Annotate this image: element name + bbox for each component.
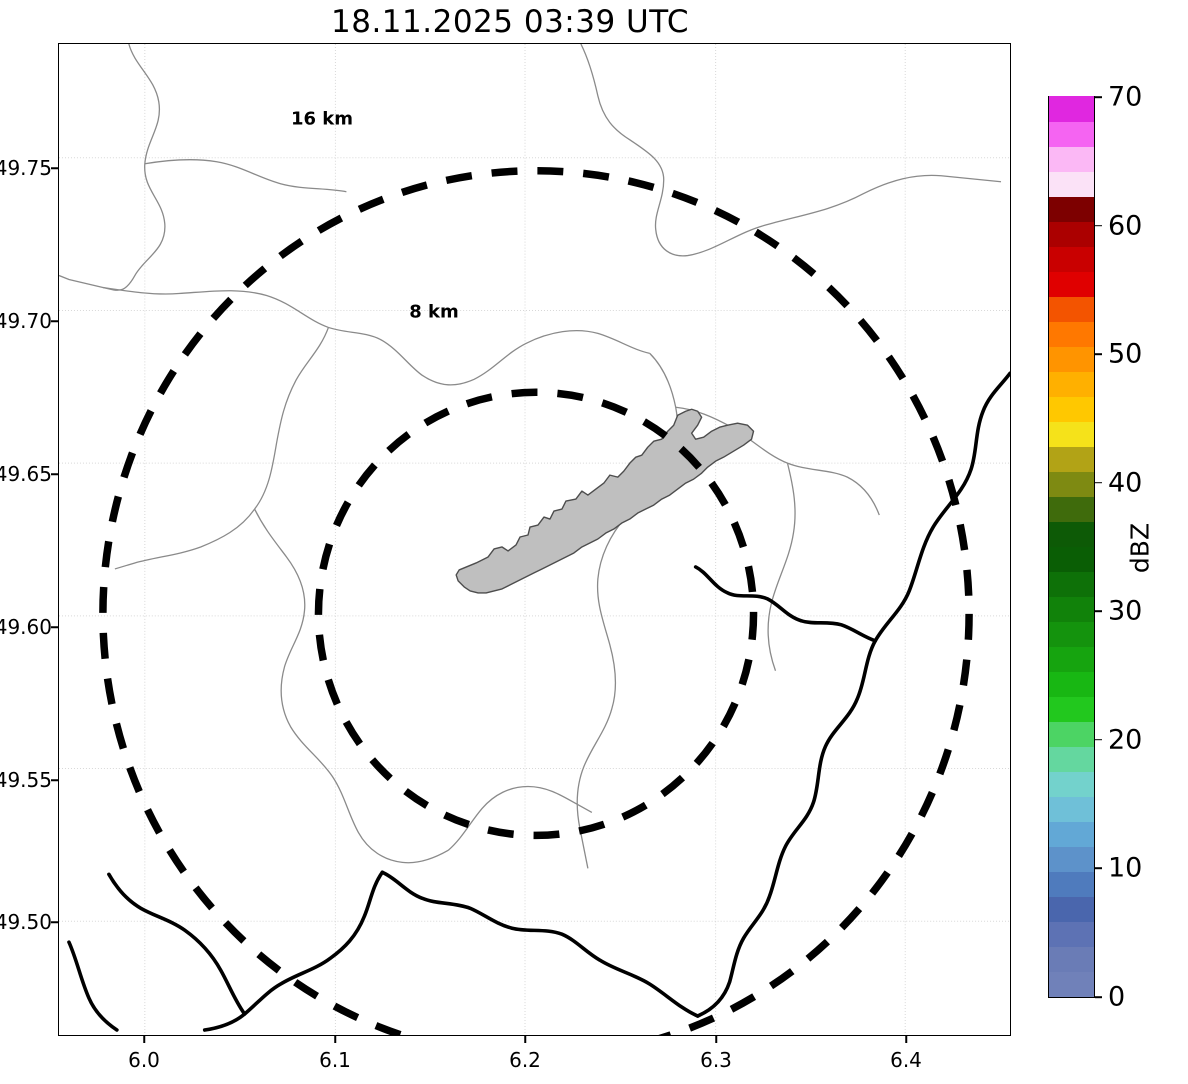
colorbar-band <box>1049 646 1094 672</box>
admin-boundaries <box>59 44 1002 869</box>
colorbar-band <box>1049 896 1094 922</box>
colorbar-tick-mark-0 <box>1095 996 1102 998</box>
colorbar-band <box>1049 396 1094 422</box>
colorbar-tick-mark-20 <box>1095 739 1102 741</box>
colorbar-band <box>1049 171 1094 197</box>
colorbar-tick-label-70: 70 <box>1108 81 1143 113</box>
colorbar-tick-mark-30 <box>1095 610 1102 613</box>
colorbar-band <box>1049 671 1094 697</box>
colorbar-band <box>1049 471 1094 497</box>
colorbar-axis-label: dBZ <box>1125 522 1155 574</box>
range-ring-8km <box>314 388 758 840</box>
colorbar-band <box>1049 546 1094 572</box>
y-tick-label-49.50: 49.50 <box>0 910 52 934</box>
colorbar-tick-mark-60 <box>1095 224 1102 227</box>
colorbar-band <box>1049 496 1094 522</box>
y-tick-label-49.60: 49.60 <box>0 615 52 639</box>
colorbar-tick-label-20: 20 <box>1108 724 1143 756</box>
colorbar-tick-mark-50 <box>1095 353 1102 355</box>
y-tick-mark-49.65 <box>51 473 58 475</box>
colorbar-band <box>1049 246 1094 272</box>
colorbar-band <box>1049 446 1094 472</box>
x-tick-mark-6.4 <box>905 1036 907 1043</box>
y-tick-mark-49.55 <box>51 779 58 781</box>
colorbar-band <box>1049 721 1094 747</box>
national-border <box>67 371 1010 1032</box>
range-ring-label-16km: 16 km <box>290 108 354 130</box>
colorbar-band <box>1049 271 1094 297</box>
gridlines <box>59 44 1010 1035</box>
map-axes[interactable]: 16 km 8 km <box>58 43 1011 1036</box>
x-tick-mark-6.0 <box>143 1036 145 1043</box>
colorbar-band <box>1049 621 1094 647</box>
colorbar-band <box>1049 971 1094 997</box>
colorbar-band <box>1049 696 1094 722</box>
range-ring-16km <box>99 167 973 1035</box>
x-tick-label-6.3: 6.3 <box>700 1048 732 1072</box>
colorbar-band <box>1049 771 1094 797</box>
y-tick-label-49.70: 49.70 <box>0 309 52 333</box>
x-tick-mark-6.1 <box>334 1036 336 1043</box>
y-tick-mark-49.60 <box>51 626 58 628</box>
figure-title: 18.11.2025 03:39 UTC <box>331 4 689 40</box>
colorbar-band <box>1049 846 1094 872</box>
colorbar-band <box>1049 796 1094 822</box>
colorbar-band <box>1049 596 1094 622</box>
colorbar-tick-label-50: 50 <box>1108 338 1143 370</box>
colorbar-band <box>1049 821 1094 847</box>
y-tick-label-49.75: 49.75 <box>0 156 52 180</box>
map-canvas <box>59 44 1010 1035</box>
x-tick-mark-6.2 <box>524 1036 526 1043</box>
urban-area-polygon <box>455 408 755 594</box>
colorbar-band <box>1049 746 1094 772</box>
x-tick-mark-6.3 <box>715 1036 717 1043</box>
colorbar-tick-label-10: 10 <box>1108 852 1143 884</box>
colorbar-tick-label-30: 30 <box>1108 595 1143 627</box>
colorbar-band <box>1049 371 1094 397</box>
colorbar-band <box>1049 421 1094 447</box>
y-tick-label-49.65: 49.65 <box>0 462 52 486</box>
colorbar-band <box>1049 571 1094 597</box>
colorbar-band <box>1049 871 1094 897</box>
colorbar-tick-label-0: 0 <box>1108 981 1126 1013</box>
y-tick-mark-49.70 <box>51 320 58 322</box>
colorbar-tick-mark-70 <box>1095 96 1102 98</box>
colorbar-band <box>1049 321 1094 347</box>
y-tick-mark-49.75 <box>51 167 58 169</box>
colorbar-band <box>1049 521 1094 547</box>
colorbar-band <box>1049 96 1094 122</box>
range-rings <box>99 167 973 1035</box>
x-tick-label-6.0: 6.0 <box>128 1048 160 1072</box>
colorbar[interactable]: 0 10 20 30 40 50 60 70 <box>1048 82 1142 1013</box>
x-tick-label-6.2: 6.2 <box>509 1048 541 1072</box>
colorbar-tick-label-40: 40 <box>1108 467 1143 499</box>
colorbar-band <box>1049 921 1094 947</box>
colorbar-band <box>1049 946 1094 972</box>
colorbar-tick-mark-10 <box>1095 867 1102 870</box>
y-tick-mark-49.50 <box>51 921 58 923</box>
x-tick-label-6.1: 6.1 <box>319 1048 351 1072</box>
colorbar-band <box>1049 146 1094 172</box>
colorbar-tick-label-60: 60 <box>1108 210 1143 242</box>
colorbar-band <box>1049 346 1094 372</box>
colorbar-band <box>1049 221 1094 247</box>
y-tick-label-49.55: 49.55 <box>0 768 52 792</box>
colorbar-tick-mark-40 <box>1095 481 1102 484</box>
colorbar-band <box>1049 196 1094 222</box>
colorbar-band <box>1049 296 1094 322</box>
range-ring-label-8km: 8 km <box>409 301 459 323</box>
colorbar-band <box>1049 121 1094 147</box>
x-tick-label-6.4: 6.4 <box>890 1048 922 1072</box>
